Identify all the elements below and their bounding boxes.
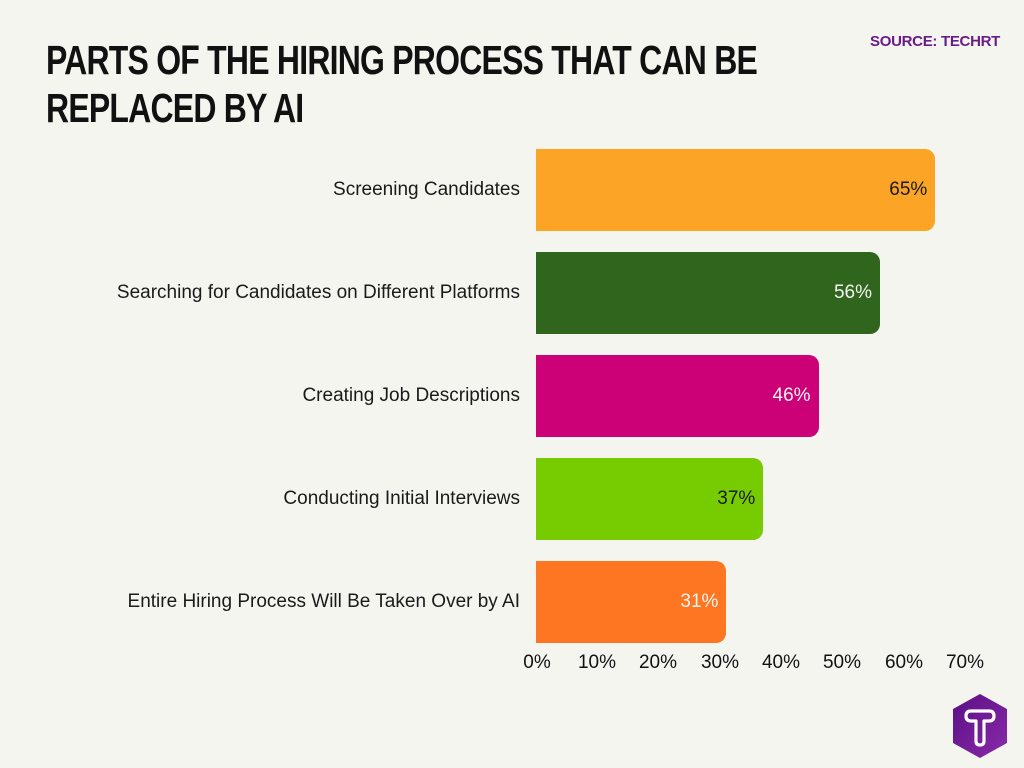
category-label: Creating Job Descriptions [302, 385, 520, 406]
bar-value-label: 37% [717, 488, 756, 509]
bar-value-label: 65% [889, 179, 928, 200]
category-label: Screening Candidates [333, 179, 520, 200]
bar-value-label: 31% [680, 591, 719, 612]
bar: 37% [536, 458, 764, 540]
bar-row: Searching for Candidates on Different Pl… [0, 252, 1024, 334]
bar: 46% [536, 355, 819, 437]
x-axis-tick: 10% [577, 652, 617, 673]
x-axis-tick: 20% [638, 652, 678, 673]
x-axis-tick: 30% [700, 652, 740, 673]
chart-title-line-2: REPLACED BY AI [46, 85, 304, 131]
x-axis-tick: 60% [884, 652, 924, 673]
techrt-logo-icon [950, 692, 1010, 760]
bar: 65% [536, 149, 936, 231]
source-label: SOURCE: TECHRT [870, 33, 1000, 50]
category-label: Entire Hiring Process Will Be Taken Over… [127, 591, 520, 612]
bar-row: Creating Job Descriptions 46% [0, 355, 1024, 437]
bar: 31% [536, 561, 727, 643]
x-axis-tick: 70% [945, 652, 985, 673]
bar-row: Screening Candidates 65% [0, 149, 1024, 231]
bar-value-label: 56% [833, 282, 872, 303]
x-axis-tick: 0% [523, 652, 551, 673]
bar: 56% [536, 252, 880, 334]
category-label: Searching for Candidates on Different Pl… [116, 282, 520, 303]
bar-row: Conducting Initial Interviews 37% [0, 458, 1024, 540]
bar-value-label: 46% [772, 385, 811, 406]
bar-row: Entire Hiring Process Will Be Taken Over… [0, 561, 1024, 643]
x-axis-tick: 40% [761, 652, 801, 673]
x-axis-tick: 50% [822, 652, 862, 673]
x-axis: 0% 10% 20% 30% 40% 50% 60% 70% [0, 652, 1024, 676]
category-label: Conducting Initial Interviews [283, 488, 520, 509]
